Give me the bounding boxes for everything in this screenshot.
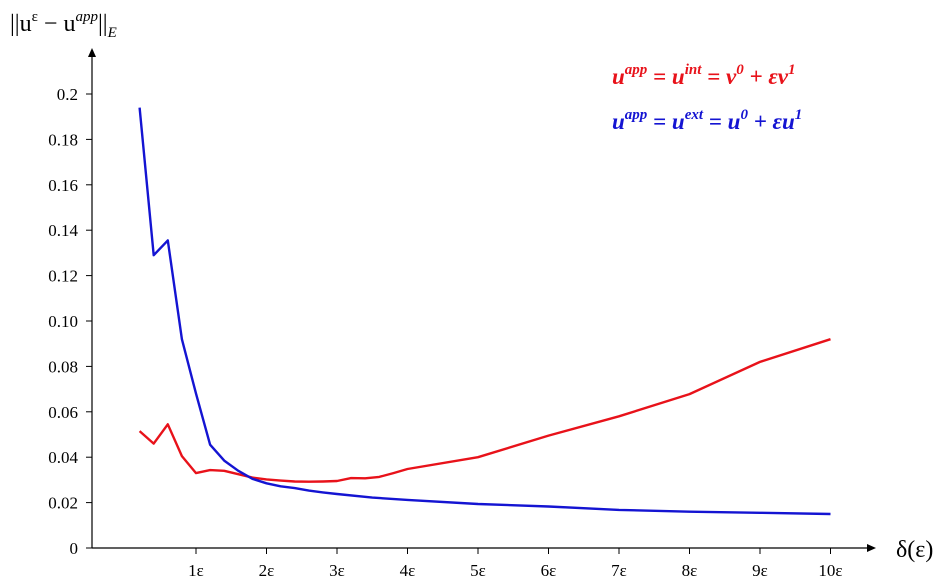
x-tick-label: 4ε: [400, 561, 416, 580]
y-ticks: 0 0.02 0.04 0.06 0.08 0.10 0.12 0.14 0.16 0.18 0.2: [48, 85, 92, 558]
y-tick-label: 0.18: [48, 130, 78, 149]
x-tick-label: 5ε: [470, 561, 486, 580]
series-line-blue: [138, 107, 831, 516]
x-ticks: 1ε 2ε 3ε 4ε 5ε 6ε 7ε 8ε 9ε 10ε: [188, 548, 843, 580]
y-tick-label: 0.04: [48, 448, 78, 467]
x-tick-label: 10ε: [818, 561, 842, 580]
x-axis-title: δ(ε): [896, 537, 933, 563]
x-tick-label: 2ε: [259, 561, 275, 580]
y-tick-label: 0.02: [48, 494, 78, 513]
y-tick-label: 0.06: [48, 403, 78, 422]
legend-entry-blue: uapp = uext = u0 + εu1: [612, 107, 802, 134]
y-tick-label: 0.10: [48, 312, 78, 331]
y-tick-label: 0.14: [48, 221, 78, 240]
y-tick-label: 0.08: [48, 357, 78, 376]
legend: uapp = uint = v0 + εv1 uapp = uext = u0 …: [612, 62, 802, 134]
y-axis-title: ||uε − uapp||E: [10, 9, 117, 41]
series-line-red: [138, 338, 831, 483]
x-tick-label: 8ε: [682, 561, 698, 580]
y-tick-label: 0.2: [57, 85, 78, 104]
x-tick-label: 7ε: [611, 561, 627, 580]
x-tick-label: 6ε: [541, 561, 557, 580]
x-tick-label: 3ε: [329, 561, 345, 580]
series-layer: [138, 107, 831, 516]
legend-entry-red: uapp = uint = v0 + εv1: [612, 62, 795, 89]
x-tick-label: 1ε: [188, 561, 204, 580]
x-tick-label: 9ε: [752, 561, 768, 580]
y-tick-label: 0.12: [48, 267, 78, 286]
y-tick-label: 0.16: [48, 176, 78, 195]
y-tick-label: 0: [70, 539, 79, 558]
